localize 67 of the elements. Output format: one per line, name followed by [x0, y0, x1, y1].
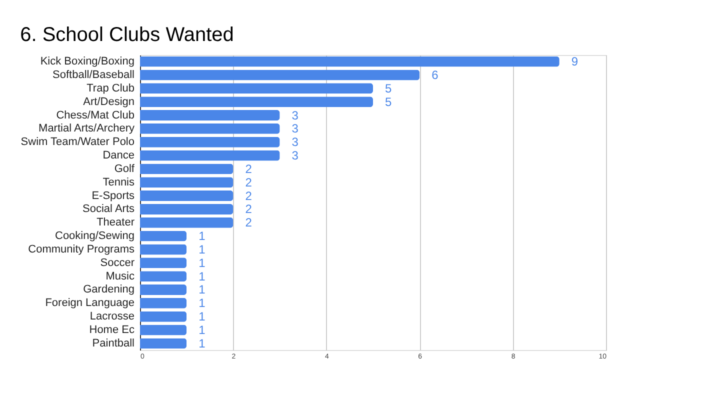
- data-label: 3: [292, 122, 299, 136]
- y-tick-label: Chess/Mat Club: [56, 109, 134, 122]
- data-label: 1: [198, 282, 206, 297]
- bar: [140, 136, 280, 148]
- bar: [140, 177, 234, 188]
- data-label: 1: [198, 336, 206, 350]
- y-tick-label: Trap Club: [86, 82, 134, 94]
- data-label: 5: [385, 81, 392, 96]
- y-tick-label: Softball/Baseball: [52, 69, 134, 81]
- bar: [140, 230, 187, 242]
- y-tick-label: Kick Boxing/Boxing: [40, 56, 134, 68]
- bar: [140, 70, 420, 80]
- y-tick-label: Art/Design: [83, 96, 134, 108]
- y-tick-label: Theater: [96, 216, 135, 229]
- data-label: 3: [292, 148, 299, 163]
- y-tick-label: Golf: [114, 162, 136, 175]
- y-tick-label: Lacrosse: [90, 310, 134, 323]
- y-tick-label: Music: [106, 270, 135, 282]
- bar: [140, 258, 187, 268]
- y-tick-label: Dance: [102, 150, 134, 162]
- data-label: 2: [245, 162, 252, 176]
- bar: [140, 217, 234, 228]
- data-label: 6: [432, 68, 439, 82]
- bar: [140, 244, 187, 255]
- data-label: 1: [198, 323, 206, 337]
- y-tick-label: Tennis: [102, 176, 135, 188]
- y-tick-label: Foreign Language: [45, 297, 134, 310]
- data-label: 5: [385, 94, 392, 109]
- data-label: 1: [198, 229, 206, 244]
- bar: [140, 110, 280, 120]
- bar: [140, 190, 234, 202]
- chart-title: 6. School Clubs Wanted: [20, 24, 234, 46]
- data-label: 2: [245, 216, 252, 230]
- bar: [140, 150, 280, 161]
- bar: [140, 56, 560, 67]
- y-tick-label: E-Sports: [92, 190, 135, 202]
- bar: [140, 298, 187, 308]
- bar: [140, 204, 234, 214]
- data-label: 9: [571, 54, 578, 69]
- bar: [140, 96, 373, 108]
- data-label: 2: [245, 188, 252, 203]
- y-tick-label: Home Ec: [89, 324, 135, 336]
- data-label: 1: [198, 269, 206, 284]
- data-label: 2: [245, 202, 252, 216]
- data-label: 2: [245, 175, 252, 190]
- y-tick-label: Martial Arts/Archery: [38, 122, 135, 135]
- bar: [140, 284, 187, 295]
- data-label: 3: [292, 108, 299, 122]
- data-label: 1: [198, 256, 206, 270]
- data-label: 1: [198, 310, 206, 324]
- y-tick-label: Cooking/Sewing: [55, 230, 134, 242]
- bar: [140, 324, 187, 336]
- bar: [140, 123, 280, 134]
- y-tick-label: Community Programs: [28, 243, 135, 256]
- bar: [140, 164, 234, 174]
- y-tick-label: Social Arts: [82, 203, 135, 216]
- bar: [140, 271, 187, 282]
- y-tick-label: Swim Team/Water Polo: [20, 136, 134, 148]
- data-label: 1: [198, 242, 206, 256]
- y-tick-label: Paintball: [92, 337, 134, 350]
- data-label: 3: [292, 135, 299, 150]
- bar: [140, 311, 187, 322]
- data-label: 1: [198, 296, 206, 310]
- y-tick-label: Soccer: [100, 256, 135, 269]
- y-tick-label: Gardening: [83, 284, 134, 296]
- bar: [140, 338, 187, 349]
- bar: [140, 83, 373, 94]
